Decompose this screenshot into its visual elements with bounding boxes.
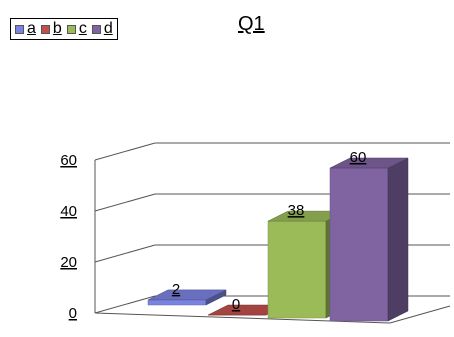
legend-item-d: d xyxy=(91,20,113,38)
legend-label-a: a xyxy=(27,20,36,37)
bar-front-d xyxy=(329,167,389,322)
legend-label-c: c xyxy=(78,20,87,37)
floor-right-edge xyxy=(389,305,451,324)
legend-item-a: a xyxy=(15,20,36,38)
legend-item-b: b xyxy=(40,20,62,38)
floor-front-edge xyxy=(94,312,391,324)
bar-front-a xyxy=(147,299,207,306)
data-label-b: 0 xyxy=(232,296,240,313)
bar-top-d xyxy=(329,157,409,169)
gridline-side-0 xyxy=(94,295,156,314)
y-tick-label-3: 60 xyxy=(60,152,77,169)
gridline-side-1 xyxy=(94,244,156,263)
chart-legend: a b c d xyxy=(10,18,118,40)
bar-front-c xyxy=(267,220,327,319)
y-tick-label-2: 40 xyxy=(60,203,77,220)
legend-swatch-d xyxy=(91,24,101,34)
chart-title: Q1 xyxy=(238,13,265,35)
legend-item-c: c xyxy=(66,20,87,38)
legend-swatch-b xyxy=(40,24,50,34)
y-tick-label-0: 0 xyxy=(69,305,77,322)
data-label-c: 38 xyxy=(288,202,305,219)
bar-top-a xyxy=(147,289,227,301)
gridline-side-2 xyxy=(94,193,156,212)
legend-label-d: d xyxy=(103,20,113,37)
data-label-a: 2 xyxy=(172,281,180,298)
y-tick-label-1: 20 xyxy=(60,254,77,271)
legend-swatch-c xyxy=(66,24,76,34)
bar-side-d xyxy=(387,157,409,322)
legend-swatch-a xyxy=(15,24,24,34)
legend-label-b: b xyxy=(52,20,62,37)
data-label-d: 60 xyxy=(350,149,367,166)
gridline-side-3 xyxy=(94,142,156,161)
